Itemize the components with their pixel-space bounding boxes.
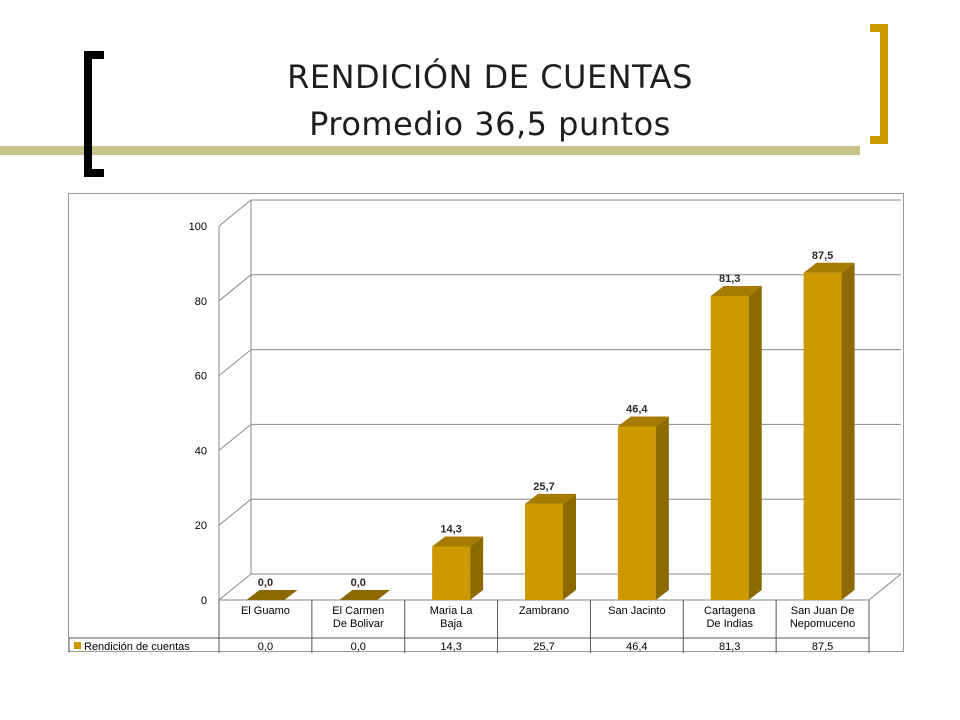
data-label: 0,0 [258, 577, 273, 589]
x-category-label: San Jacinto [608, 605, 665, 617]
x-category-label: Zambrano [519, 605, 569, 617]
table-value-cell: 0,0 [258, 641, 273, 653]
bar-chart: 0 20 40 60 80 100 0,0 0,0 14,3 25,7 46,4 81,3 87,5 El… [69, 199, 902, 653]
data-label: 87,5 [812, 250, 833, 262]
x-category-label: Maria La [430, 605, 474, 617]
bar-top [710, 285, 762, 296]
data-label: 46,4 [626, 403, 648, 415]
bar-top [432, 536, 484, 547]
y-tick-label: 100 [189, 221, 207, 233]
bar-side [748, 285, 762, 600]
legend-swatch [74, 642, 81, 649]
bar-front [432, 546, 471, 600]
header-stripe [0, 146, 860, 155]
y-tick-label: 0 [201, 595, 207, 607]
header-decoration [0, 24, 888, 177]
left-bracket [84, 51, 104, 177]
y-tick-label: 20 [195, 520, 207, 532]
table-value-cell: 46,4 [626, 641, 647, 653]
bar-front [525, 503, 563, 600]
bar-top [617, 416, 669, 427]
bar-top [803, 262, 855, 273]
data-label: 14,3 [440, 524, 461, 536]
table-value-cell: 14,3 [440, 641, 461, 653]
gridline-depth [218, 498, 252, 526]
chart-frame: 0 20 40 60 80 100 0,0 0,0 14,3 25,7 46,4 81,3 87,5 El… [68, 193, 904, 653]
x-category-label: De Bolivar [333, 618, 384, 630]
bar-top [339, 590, 391, 600]
bar-front [617, 426, 656, 600]
bar-front [803, 272, 842, 600]
gridline-depth [218, 199, 252, 227]
page-subtitle: Promedio 36,5 puntos [309, 105, 671, 143]
x-category-label: El Carmen [332, 605, 384, 617]
bar-side [470, 536, 484, 600]
y-tick-label: 80 [195, 296, 207, 308]
gridline-depth [218, 349, 252, 376]
x-category-label: Nepomuceno [790, 618, 855, 630]
gridline-depth [218, 573, 252, 601]
bar-top [525, 493, 576, 504]
y-tick-label: 60 [195, 371, 207, 383]
data-label: 81,3 [719, 273, 740, 285]
x-category-label: Baja [440, 618, 463, 630]
x-category-label: Cartagena [704, 605, 756, 617]
table-value-cell: 25,7 [533, 641, 554, 653]
table-value-cell: 0,0 [351, 641, 366, 653]
gridline-depth [218, 424, 252, 451]
data-label: 0,0 [351, 577, 366, 589]
floor-edge [868, 573, 902, 601]
right-bracket [870, 24, 888, 144]
data-label: 25,7 [533, 481, 554, 493]
gridline-depth [218, 274, 252, 302]
bar-side [841, 262, 855, 600]
y-tick-label: 40 [195, 445, 207, 457]
bar-side [563, 493, 576, 600]
table-value-cell: 87,5 [812, 641, 833, 653]
bar-top [246, 590, 298, 600]
x-category-label: De Indias [706, 618, 753, 630]
table-value-cell: 81,3 [719, 641, 740, 653]
x-category-label: El Guamo [241, 605, 290, 617]
bar-front [710, 295, 749, 600]
page-title: RENDICIÓN DE CUENTAS [287, 58, 693, 96]
bar-side [655, 416, 669, 600]
x-category-label: San Juan De [791, 605, 855, 617]
legend-series-name: Rendición de cuentas [84, 641, 190, 653]
